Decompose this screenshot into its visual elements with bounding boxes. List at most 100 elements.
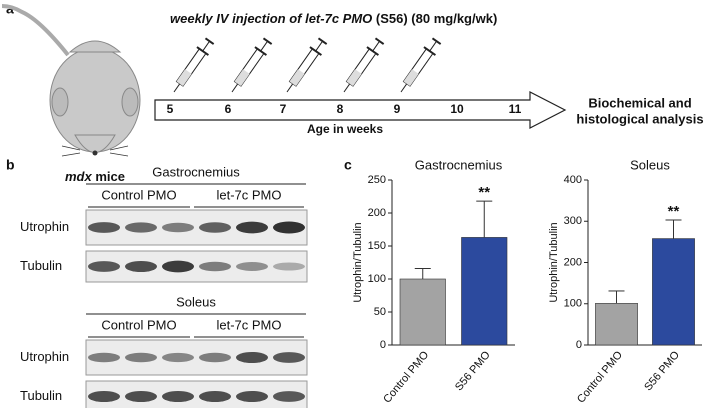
band [236,262,268,271]
band [125,222,157,233]
band [162,260,194,273]
plunger-cap [374,37,385,45]
flange [309,46,322,56]
band [199,390,231,403]
group-label: let-7c PMO [216,187,281,202]
panel-a-title: weekly IV injection of let-7c PMO (S56) … [170,11,497,26]
charts: Gastrocnemius Utrophin/Tubulin 0 50 100 150 20… [352,157,702,406]
plunger [429,40,437,52]
band [162,222,194,233]
plunger-cap [204,37,215,45]
plunger-cap [431,37,442,45]
annotation: ** [668,203,680,220]
row-label: Tubulin [20,388,62,403]
blot-box [85,250,308,283]
syringes [173,37,442,93]
plunger [372,40,380,52]
band [273,391,305,402]
plunger [260,40,268,52]
y-tick-label: 0 [576,339,582,351]
liquid [176,69,192,87]
week-label: 10 [450,102,464,116]
needle [231,83,239,93]
week-label: 7 [280,102,287,116]
chart-title: Gastrocnemius [415,157,503,172]
liquid [234,69,250,87]
plunger-cap [262,37,273,45]
x-tick-label: Control PMO [381,349,431,406]
mouse-label: mdx mice [65,169,125,184]
y-tick-label: 150 [368,240,386,252]
needle [400,83,408,93]
band [125,390,157,403]
blot-box [85,339,308,376]
row-label: Tubulin [20,258,62,273]
blot-box [85,380,308,408]
band [236,390,268,403]
band [273,262,305,271]
band [88,261,120,272]
x-tick-label: S56 PMO [642,349,682,394]
group-label: Control PMO [101,187,176,202]
band [162,352,194,363]
outcome: Biochemical and [588,95,691,110]
week-label: 11 [509,102,522,116]
plunger [202,40,210,52]
week-label: 6 [225,102,232,116]
band [199,352,231,363]
plunger-cap [317,37,328,45]
week-label: 8 [337,102,344,116]
needle [343,83,351,93]
bar [652,238,695,346]
week-label: 9 [394,102,401,116]
y-tick-label: 400 [564,174,582,186]
flange [196,46,209,56]
band [162,390,194,403]
syringe [231,37,273,93]
group-label: let-7c PMO [216,317,281,332]
syringe [173,37,215,93]
muscle-label: Soleus [176,294,216,309]
y-tick-label: 50 [374,306,386,318]
row-label: Utrophin [20,219,69,234]
bar [461,237,508,346]
y-tick-label: 200 [368,207,386,219]
chart-title: Soleus [630,157,670,172]
panel-label: c [344,157,352,173]
mouse-strain: mdx [65,169,93,184]
row-label: Utrophin [20,349,69,364]
plunger [315,40,323,52]
y-tick-label: 100 [564,298,582,310]
y-tick-label: 200 [564,256,582,268]
band [236,221,268,234]
week-label: 5 [167,102,174,116]
blots: Gastrocnemius Control PMO let-7c PMO Utroph… [20,164,308,408]
annotation: ** [478,184,490,201]
liquid [403,69,419,87]
y-axis-label: Utrophin/Tubulin [548,222,560,302]
band [125,352,157,363]
syringe [286,37,328,93]
band [88,352,120,363]
liquid [346,69,362,87]
panel-label: b [6,157,15,173]
y-tick-label: 100 [368,273,386,285]
axis-label: Age in weeks [307,122,383,136]
band [88,222,120,233]
mouse-word: mice [95,169,125,184]
flange [254,46,267,56]
band [236,351,268,364]
blot-box [85,209,308,246]
muscle-label: Gastrocnemius [152,164,240,179]
band [273,352,305,363]
title-italic: weekly IV injection of let-7c PMO [170,11,372,26]
band [125,260,157,273]
y-tick-label: 0 [380,339,386,351]
liquid [289,69,305,87]
group-label: Control PMO [101,317,176,332]
syringe [400,37,442,93]
flange [423,46,436,56]
band [273,221,305,234]
band [88,390,120,403]
